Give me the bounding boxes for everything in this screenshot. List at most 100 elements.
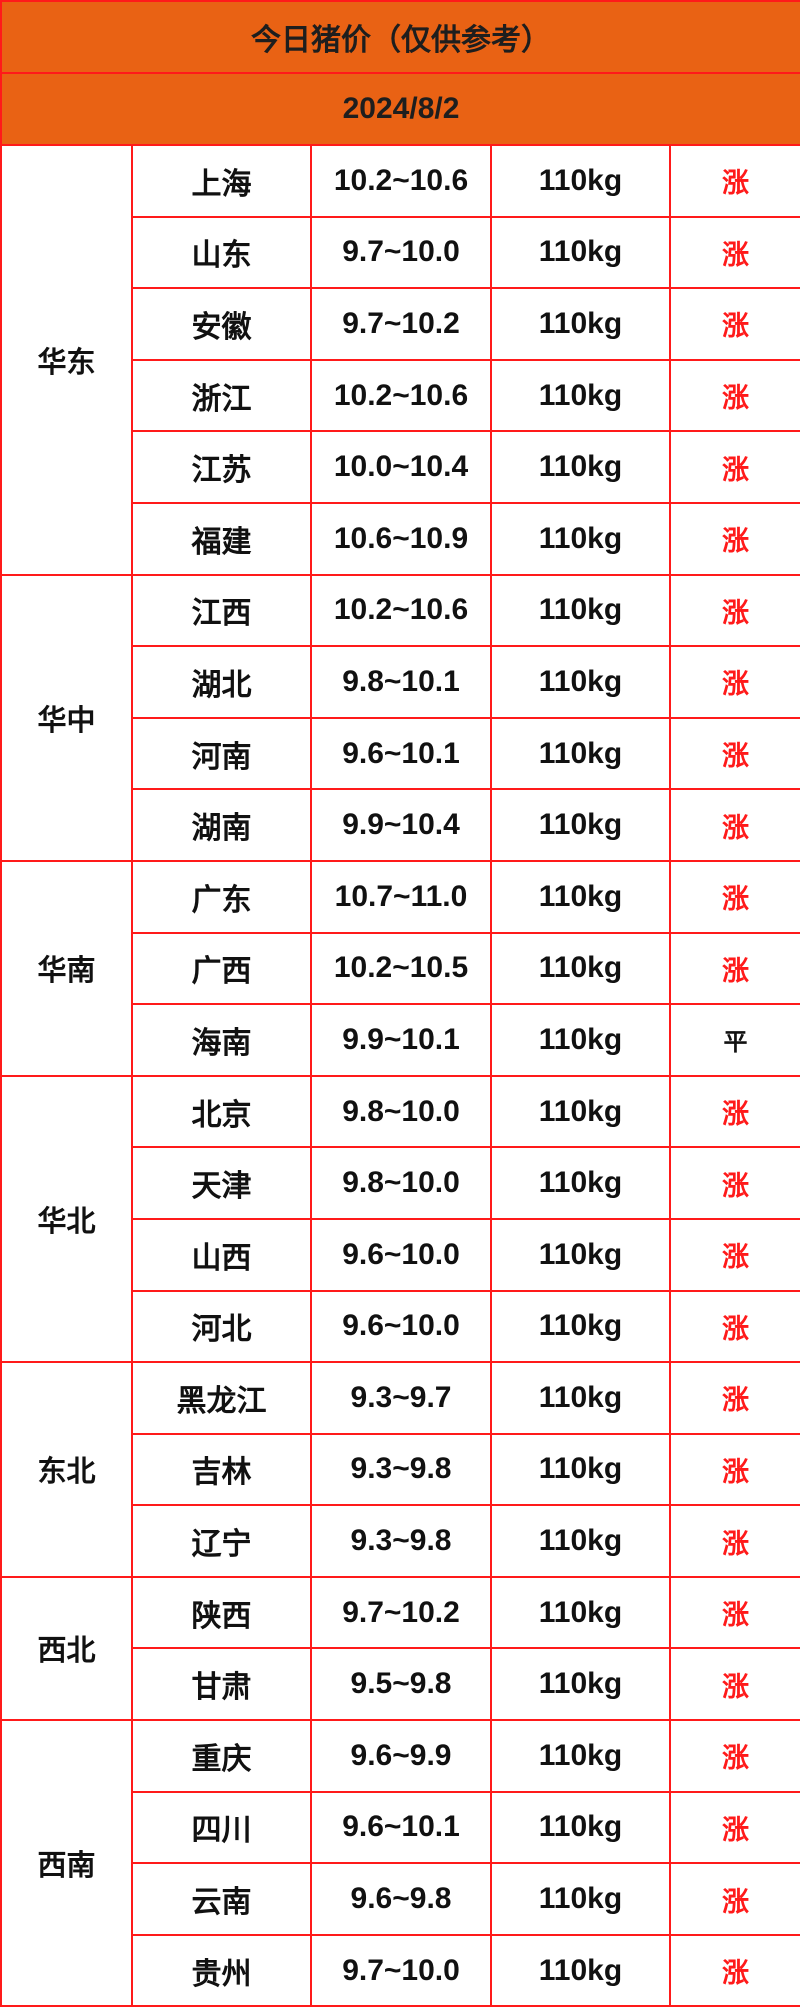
province-cell: 四川 <box>131 1790 312 1865</box>
province-cell: 广东 <box>131 859 312 934</box>
table-row: 华南 广东 10.7~11.0 110kg 涨 <box>0 859 800 1077</box>
region-cell: 华中 <box>0 573 133 862</box>
price-cell: 9.6~10.1 <box>310 1790 492 1865</box>
trend-cell: 涨 <box>668 788 800 862</box>
trend-cell: 涨 <box>668 1361 800 1435</box>
table-row: 甘肃 9.5~9.8 110kg 涨 <box>1 1647 800 1722</box>
price-cell: 10.2~10.5 <box>310 931 492 1006</box>
trend-cell: 涨 <box>668 501 800 576</box>
weight-cell: 110kg <box>490 1217 671 1292</box>
province-cell: 广西 <box>131 931 312 1006</box>
price-cell: 9.6~10.1 <box>310 716 492 791</box>
province-cell: 吉林 <box>131 1432 312 1507</box>
price-cell: 9.9~10.1 <box>310 1003 492 1077</box>
trend-cell: 涨 <box>668 931 800 1006</box>
weight-cell: 110kg <box>490 788 671 862</box>
table-row: 山东 9.7~10.0 110kg 涨 <box>1 215 800 290</box>
province-cell: 山西 <box>131 1217 312 1292</box>
region-cell: 华东 <box>0 144 133 576</box>
province-cell: 北京 <box>131 1074 312 1149</box>
weight-cell: 110kg <box>490 430 671 504</box>
price-cell: 9.6~9.9 <box>310 1719 492 1793</box>
price-cell: 9.9~10.4 <box>310 788 492 862</box>
province-cell: 江苏 <box>131 430 312 504</box>
price-cell: 9.7~10.2 <box>310 287 492 361</box>
province-cell: 辽宁 <box>131 1504 312 1578</box>
table-row: 天津 9.8~10.0 110kg 涨 <box>1 1146 800 1220</box>
table-row: 贵州 9.7~10.0 110kg 涨 <box>1 1933 800 2008</box>
table-row: 广西 10.2~10.5 110kg 涨 <box>1 931 800 1006</box>
province-cell: 海南 <box>131 1003 312 1077</box>
weight-cell: 110kg <box>490 1933 671 2008</box>
region-cell: 华南 <box>0 859 133 1077</box>
province-cell: 安徽 <box>131 287 312 361</box>
weight-cell: 110kg <box>490 716 671 791</box>
province-cell: 河南 <box>131 716 312 791</box>
trend-cell: 涨 <box>668 1289 800 1364</box>
table-row: 山西 9.6~10.0 110kg 涨 <box>1 1217 800 1292</box>
trend-cell: 涨 <box>668 1575 800 1650</box>
province-cell: 河北 <box>131 1289 312 1364</box>
table-row: 东北 黑龙江 9.3~9.7 110kg 涨 <box>0 1361 800 1578</box>
region-cell: 华北 <box>0 1074 133 1364</box>
table-row: 福建 10.6~10.9 110kg 涨 <box>1 501 800 576</box>
trend-cell: 涨 <box>668 645 800 719</box>
province-cell: 云南 <box>131 1862 312 1936</box>
weight-cell: 110kg <box>490 573 671 648</box>
trend-cell: 涨 <box>668 1862 800 1936</box>
table-row: 安徽 9.7~10.2 110kg 涨 <box>1 287 800 361</box>
weight-cell: 110kg <box>490 1504 671 1578</box>
weight-cell: 110kg <box>490 645 671 719</box>
trend-cell: 涨 <box>668 1146 800 1220</box>
table-row: 吉林 9.3~9.8 110kg 涨 <box>1 1432 800 1507</box>
table-row: 浙江 10.2~10.6 110kg 涨 <box>1 358 800 433</box>
trend-cell: 涨 <box>668 1647 800 1722</box>
trend-cell: 涨 <box>668 215 800 290</box>
table-row: 四川 9.6~10.1 110kg 涨 <box>1 1790 800 1865</box>
province-cell: 贵州 <box>131 1933 312 2008</box>
weight-cell: 110kg <box>490 287 671 361</box>
trend-cell: 涨 <box>668 1933 800 2008</box>
trend-cell: 涨 <box>668 144 800 218</box>
price-cell: 10.2~10.6 <box>310 358 492 433</box>
weight-cell: 110kg <box>490 1647 671 1722</box>
price-cell: 9.7~10.2 <box>310 1575 492 1650</box>
price-cell: 10.2~10.6 <box>310 573 492 648</box>
trend-cell: 涨 <box>668 1790 800 1865</box>
region-cell: 东北 <box>0 1361 133 1578</box>
table-row: 河南 9.6~10.1 110kg 涨 <box>1 716 800 791</box>
price-cell: 9.3~9.7 <box>310 1361 492 1435</box>
table-row: 湖北 9.8~10.1 110kg 涨 <box>1 645 800 719</box>
weight-cell: 110kg <box>490 1003 671 1077</box>
trend-cell: 涨 <box>668 716 800 791</box>
table-title: 今日猪价（仅供参考） <box>0 0 800 74</box>
weight-cell: 110kg <box>490 1289 671 1364</box>
price-cell: 10.6~10.9 <box>310 501 492 576</box>
trend-cell: 涨 <box>668 1504 800 1578</box>
table-row: 西南 重庆 9.6~9.9 110kg 涨 <box>0 1719 800 2008</box>
table-row: 西北 陕西 9.7~10.2 110kg 涨 <box>0 1575 800 1722</box>
table-row: 华中 江西 10.2~10.6 110kg 涨 <box>0 573 800 862</box>
price-cell: 9.8~10.1 <box>310 645 492 719</box>
weight-cell: 110kg <box>490 1719 671 1793</box>
table-row: 华东 上海 10.2~10.6 110kg 涨 <box>0 144 800 576</box>
price-cell: 9.7~10.0 <box>310 215 492 290</box>
province-cell: 黑龙江 <box>131 1361 312 1435</box>
price-cell: 10.0~10.4 <box>310 430 492 504</box>
province-cell: 山东 <box>131 215 312 290</box>
table-row: 江苏 10.0~10.4 110kg 涨 <box>1 430 800 504</box>
price-cell: 9.8~10.0 <box>310 1146 492 1220</box>
province-cell: 湖南 <box>131 788 312 862</box>
weight-cell: 110kg <box>490 1361 671 1435</box>
region-cell: 西南 <box>0 1719 133 2008</box>
table-row: 河北 9.6~10.0 110kg 涨 <box>1 1289 800 1364</box>
weight-cell: 110kg <box>490 1575 671 1650</box>
trend-cell: 平 <box>668 1003 800 1077</box>
province-cell: 浙江 <box>131 358 312 433</box>
trend-cell: 涨 <box>668 859 800 934</box>
weight-cell: 110kg <box>490 1862 671 1936</box>
province-cell: 天津 <box>131 1146 312 1220</box>
price-cell: 10.2~10.6 <box>310 144 492 218</box>
province-cell: 重庆 <box>131 1719 312 1793</box>
